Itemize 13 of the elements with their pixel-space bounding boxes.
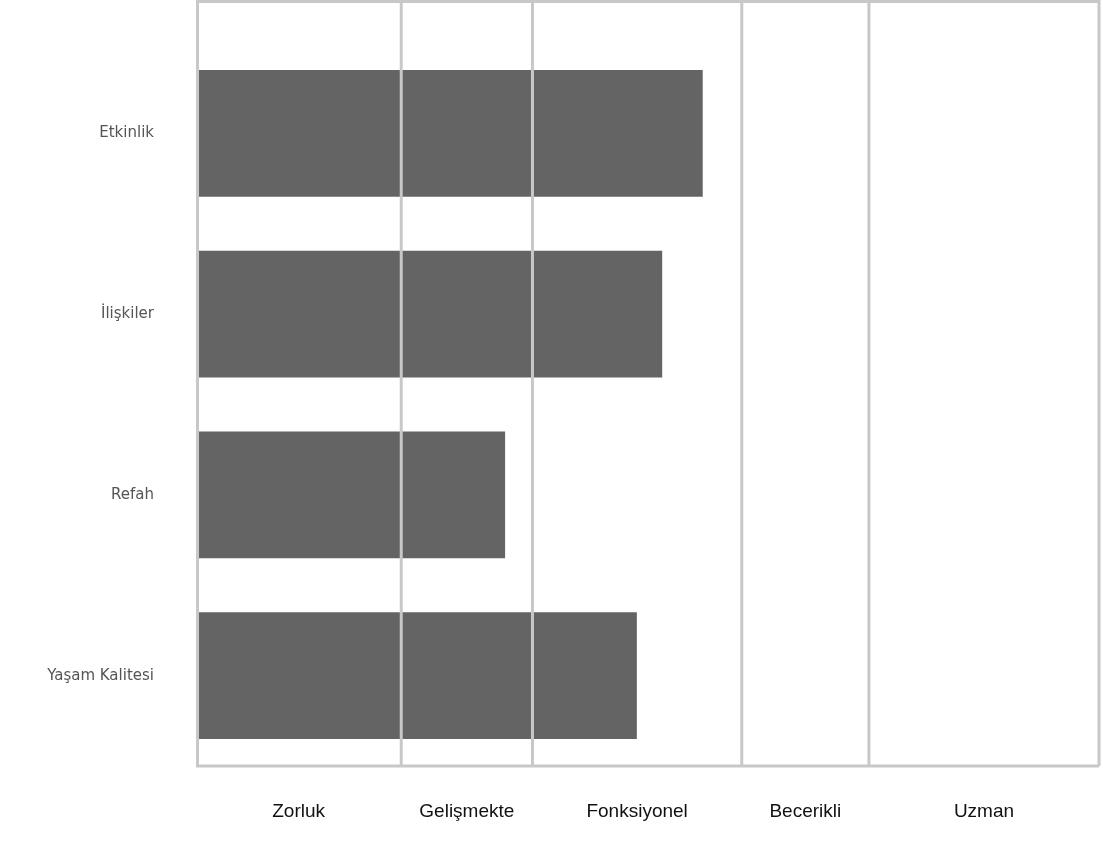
text: Becerikli	[769, 800, 842, 822]
y-tick-label: Yaşam Kalitesi	[46, 665, 154, 684]
text: Uzman	[953, 800, 1015, 822]
y-tick-label: İlişkiler	[101, 303, 155, 323]
text: Zorluk	[272, 800, 326, 822]
bar	[196, 70, 703, 197]
text: Gelişmekte	[419, 800, 515, 822]
y-tick-label: Etkinlik	[99, 123, 155, 142]
y-tick-label: Refah	[111, 484, 154, 503]
text: Fonksiyonel	[586, 800, 688, 822]
bar	[196, 612, 637, 739]
bar	[196, 250, 663, 378]
bar	[196, 431, 506, 559]
